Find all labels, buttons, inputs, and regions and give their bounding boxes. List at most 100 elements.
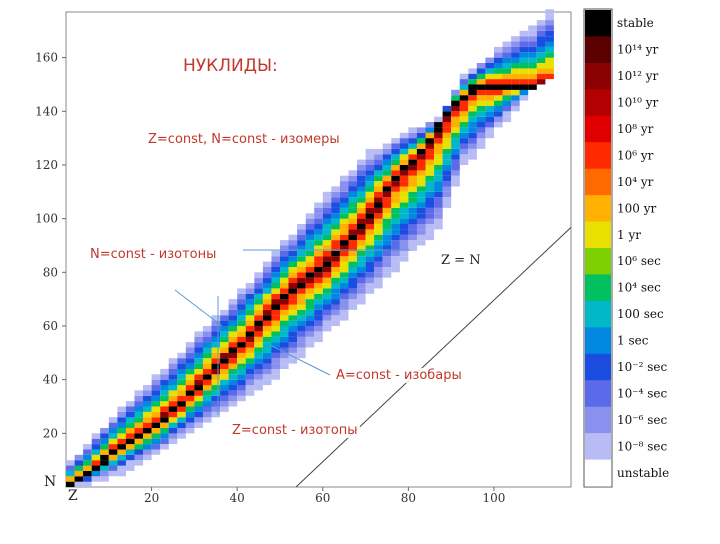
nuclide-cell	[511, 57, 520, 63]
nuclide-cell	[442, 105, 452, 112]
nuclide-cell	[348, 304, 358, 310]
nuclide-cell	[494, 122, 503, 128]
nuclide-cell	[185, 401, 195, 407]
nuclide-cell	[331, 304, 340, 310]
nuclide-cell	[451, 89, 460, 96]
nuclide-cell	[262, 368, 272, 375]
nuclide-cell	[399, 175, 409, 182]
nuclide-cell	[280, 309, 289, 316]
nuclide-cell	[399, 154, 409, 160]
nuclide-cell	[374, 256, 383, 262]
annotation-isotopes: Z=const - изотопы	[230, 423, 360, 438]
nuclide-cell	[194, 406, 203, 412]
nuclide-cell	[228, 352, 238, 359]
nuclide-cell	[365, 272, 375, 278]
nuclide-cell	[228, 336, 238, 343]
nuclide-cell	[314, 309, 323, 316]
nuclide-cell	[382, 207, 392, 214]
nuclide-cell	[168, 385, 178, 391]
legend-swatch	[585, 248, 611, 275]
nuclide-cell	[459, 84, 469, 90]
nuclide-cell	[331, 250, 340, 257]
nuclide-cell	[425, 197, 435, 203]
nuclide-cell	[382, 154, 392, 160]
nuclide-cell	[408, 213, 417, 219]
nuclide-cell	[502, 111, 512, 117]
nuclide-cell	[365, 218, 375, 224]
nuclide-cell	[245, 283, 255, 289]
nuclide-cell	[220, 326, 229, 332]
nuclide-cell	[468, 122, 477, 128]
nuclide-cell	[220, 401, 229, 407]
y-axis-label: N	[44, 474, 56, 490]
nuclide-cell	[168, 374, 178, 380]
nuclide-cell	[202, 401, 212, 407]
nuclide-cell	[331, 272, 340, 278]
nuclide-cell	[134, 433, 144, 439]
nuclide-cell	[151, 401, 161, 407]
nuclide-cell	[416, 170, 426, 176]
nuclide-cell	[434, 132, 443, 139]
nuclide-cell	[357, 288, 366, 294]
nuclide-cell	[288, 331, 298, 337]
nuclide-cell	[502, 46, 512, 53]
nuclide-cell	[416, 127, 426, 133]
nuclide-cell	[416, 197, 426, 203]
nuclide-cell	[237, 320, 246, 326]
nuclide-cell	[262, 299, 272, 305]
nuclide-cell	[177, 352, 186, 359]
nuclide-cell	[271, 261, 280, 267]
nuclide-cell	[339, 218, 349, 224]
nuclide-cell	[228, 390, 238, 396]
nuclide-cell	[451, 181, 460, 187]
nuclide-cell	[357, 218, 366, 224]
nuclide-cell	[374, 148, 383, 155]
nuclide-cell	[254, 293, 263, 300]
nuclide-cell	[502, 116, 512, 123]
legend-swatch	[585, 459, 611, 487]
nuclide-cell	[339, 213, 349, 219]
nuclide-cell	[434, 122, 443, 128]
nuclide-cell	[143, 444, 152, 450]
legend-label: 10⁴ yr	[617, 175, 654, 189]
nuclide-cell	[339, 293, 349, 300]
nuclide-cell	[348, 224, 358, 230]
nuclide-cell	[314, 240, 323, 246]
nuclide-cell	[545, 25, 554, 31]
nuclide-cell	[271, 331, 280, 337]
nuclide-cell	[485, 57, 494, 63]
nuclide-cell	[322, 191, 332, 198]
nuclide-cell	[374, 272, 383, 278]
nuclide-cell	[425, 224, 435, 230]
nuclide-cell	[297, 277, 306, 284]
nuclide-cell	[382, 266, 392, 273]
nuclide-cell	[451, 116, 460, 123]
nuclide-cell	[314, 245, 323, 251]
nuclide-cell	[468, 111, 477, 117]
nuclide-cell	[151, 411, 161, 418]
nuclide-cell	[228, 379, 238, 386]
nuclide-cell	[168, 379, 178, 386]
nuclide-cell	[391, 154, 400, 160]
nuclide-cell	[322, 224, 332, 230]
nuclide-cell	[280, 266, 289, 273]
nuclide-cell	[100, 476, 109, 482]
nuclide-cell	[314, 234, 323, 241]
nuclide-cell	[314, 261, 323, 267]
nuclide-cell	[271, 358, 280, 364]
nuclide-cell	[451, 159, 460, 165]
nuclide-cell	[151, 444, 161, 450]
nuclide-cell	[66, 460, 75, 466]
nuclide-cell	[434, 143, 443, 149]
nuclide-cell	[254, 277, 263, 284]
nuclide-cell	[288, 320, 298, 326]
nuclide-cell	[228, 299, 238, 305]
nuclide-cell	[143, 411, 152, 418]
nuclide-cell	[237, 347, 246, 353]
nuclide-cell	[348, 266, 358, 273]
nuclide-cell	[399, 240, 409, 246]
nuclide-cell	[280, 315, 289, 321]
nuclide-cell	[305, 229, 315, 235]
nuclide-cell	[382, 245, 392, 251]
nuclide-cell	[331, 309, 340, 316]
